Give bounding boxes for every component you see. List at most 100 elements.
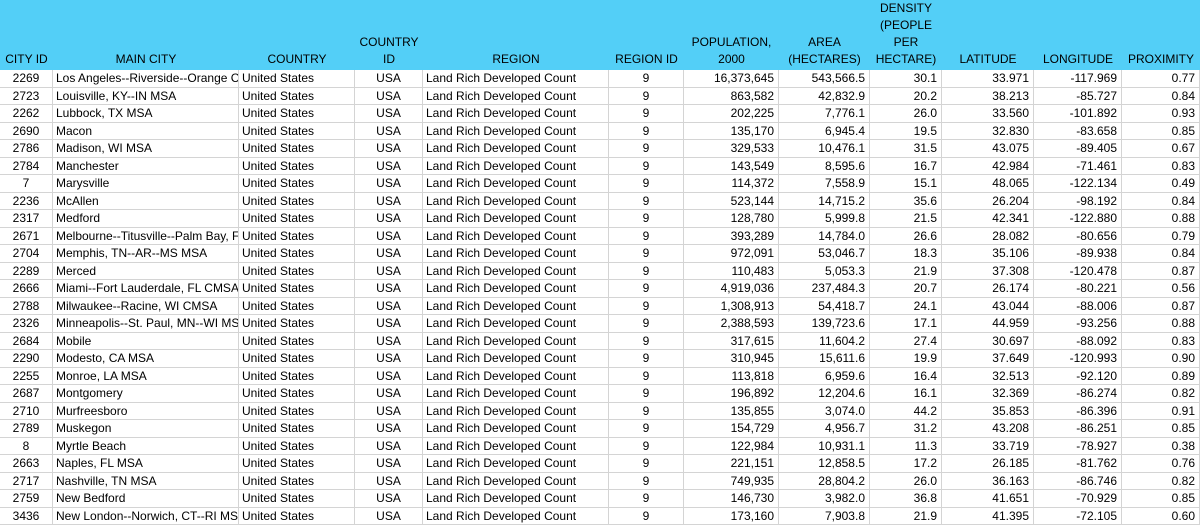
- cell-area[interactable]: 14,784.0: [779, 228, 870, 246]
- cell-density[interactable]: 36.8: [870, 490, 942, 508]
- cell-main-city[interactable]: Miami--Fort Lauderdale, FL CMSA: [53, 280, 239, 298]
- cell-country[interactable]: United States: [239, 70, 355, 88]
- cell-population[interactable]: 135,855: [684, 403, 779, 421]
- cell-population[interactable]: 863,582: [684, 88, 779, 106]
- cell-country[interactable]: United States: [239, 473, 355, 491]
- cell-country-id[interactable]: USA: [355, 280, 423, 298]
- cell-region[interactable]: Land Rich Developed Count: [423, 210, 609, 228]
- cell-density[interactable]: 18.3: [870, 245, 942, 263]
- cell-country-id[interactable]: USA: [355, 350, 423, 368]
- cell-country[interactable]: United States: [239, 350, 355, 368]
- cell-proximity[interactable]: 0.84: [1122, 245, 1200, 263]
- cell-main-city[interactable]: Naples, FL MSA: [53, 455, 239, 473]
- cell-region[interactable]: Land Rich Developed Count: [423, 385, 609, 403]
- cell-area[interactable]: 7,776.1: [779, 105, 870, 123]
- cell-area[interactable]: 14,715.2: [779, 193, 870, 211]
- cell-longitude[interactable]: -120.478: [1034, 263, 1122, 281]
- cell-region-id[interactable]: 9: [609, 385, 684, 403]
- cell-area[interactable]: 4,956.7: [779, 420, 870, 438]
- cell-density[interactable]: 15.1: [870, 175, 942, 193]
- cell-main-city[interactable]: Marysville: [53, 175, 239, 193]
- cell-main-city[interactable]: Macon: [53, 123, 239, 141]
- cell-city-id[interactable]: 7: [0, 175, 53, 193]
- cell-city-id[interactable]: 2690: [0, 123, 53, 141]
- cell-region[interactable]: Land Rich Developed Count: [423, 228, 609, 246]
- cell-density[interactable]: 35.6: [870, 193, 942, 211]
- cell-country-id[interactable]: USA: [355, 193, 423, 211]
- cell-country-id[interactable]: USA: [355, 105, 423, 123]
- cell-country[interactable]: United States: [239, 298, 355, 316]
- cell-population[interactable]: 154,729: [684, 420, 779, 438]
- cell-country[interactable]: United States: [239, 140, 355, 158]
- cell-area[interactable]: 10,931.1: [779, 438, 870, 456]
- cell-latitude[interactable]: 30.697: [942, 333, 1034, 351]
- cell-longitude[interactable]: -98.192: [1034, 193, 1122, 211]
- cell-country[interactable]: United States: [239, 438, 355, 456]
- cell-proximity[interactable]: 0.82: [1122, 385, 1200, 403]
- cell-population[interactable]: 329,533: [684, 140, 779, 158]
- cell-area[interactable]: 12,204.6: [779, 385, 870, 403]
- cell-city-id[interactable]: 2710: [0, 403, 53, 421]
- cell-main-city[interactable]: Merced: [53, 263, 239, 281]
- cell-population[interactable]: 146,730: [684, 490, 779, 508]
- cell-region-id[interactable]: 9: [609, 298, 684, 316]
- cell-city-id[interactable]: 2671: [0, 228, 53, 246]
- cell-density[interactable]: 26.6: [870, 228, 942, 246]
- cell-country-id[interactable]: USA: [355, 123, 423, 141]
- cell-proximity[interactable]: 0.60: [1122, 508, 1200, 525]
- cell-proximity[interactable]: 0.87: [1122, 263, 1200, 281]
- cell-region[interactable]: Land Rich Developed Count: [423, 455, 609, 473]
- cell-longitude[interactable]: -89.405: [1034, 140, 1122, 158]
- cell-population[interactable]: 1,308,913: [684, 298, 779, 316]
- cell-region[interactable]: Land Rich Developed Count: [423, 420, 609, 438]
- column-header-area[interactable]: AREA(HECTARES): [779, 0, 870, 70]
- cell-region-id[interactable]: 9: [609, 140, 684, 158]
- cell-main-city[interactable]: McAllen: [53, 193, 239, 211]
- cell-region[interactable]: Land Rich Developed Count: [423, 158, 609, 176]
- cell-latitude[interactable]: 41.651: [942, 490, 1034, 508]
- cell-latitude[interactable]: 43.075: [942, 140, 1034, 158]
- column-header-region[interactable]: REGION: [423, 0, 609, 70]
- cell-country-id[interactable]: USA: [355, 420, 423, 438]
- cell-longitude[interactable]: -88.092: [1034, 333, 1122, 351]
- cell-country[interactable]: United States: [239, 263, 355, 281]
- cell-population[interactable]: 110,483: [684, 263, 779, 281]
- cell-population[interactable]: 128,780: [684, 210, 779, 228]
- cell-country[interactable]: United States: [239, 158, 355, 176]
- cell-region[interactable]: Land Rich Developed Count: [423, 263, 609, 281]
- cell-area[interactable]: 11,604.2: [779, 333, 870, 351]
- cell-area[interactable]: 10,476.1: [779, 140, 870, 158]
- cell-longitude[interactable]: -80.221: [1034, 280, 1122, 298]
- cell-latitude[interactable]: 37.649: [942, 350, 1034, 368]
- cell-area[interactable]: 5,999.8: [779, 210, 870, 228]
- cell-longitude[interactable]: -86.746: [1034, 473, 1122, 491]
- cell-longitude[interactable]: -86.396: [1034, 403, 1122, 421]
- cell-population[interactable]: 749,935: [684, 473, 779, 491]
- cell-area[interactable]: 6,959.6: [779, 368, 870, 386]
- cell-latitude[interactable]: 48.065: [942, 175, 1034, 193]
- cell-density[interactable]: 27.4: [870, 333, 942, 351]
- cell-city-id[interactable]: 2289: [0, 263, 53, 281]
- cell-longitude[interactable]: -81.762: [1034, 455, 1122, 473]
- cell-city-id[interactable]: 2269: [0, 70, 53, 88]
- cell-country-id[interactable]: USA: [355, 140, 423, 158]
- cell-main-city[interactable]: New London--Norwich, CT--RI MSA: [53, 508, 239, 525]
- cell-country-id[interactable]: USA: [355, 403, 423, 421]
- cell-country[interactable]: United States: [239, 368, 355, 386]
- cell-region-id[interactable]: 9: [609, 350, 684, 368]
- cell-country-id[interactable]: USA: [355, 490, 423, 508]
- cell-country[interactable]: United States: [239, 193, 355, 211]
- cell-latitude[interactable]: 36.163: [942, 473, 1034, 491]
- cell-latitude[interactable]: 37.308: [942, 263, 1034, 281]
- cell-city-id[interactable]: 2759: [0, 490, 53, 508]
- cell-longitude[interactable]: -93.256: [1034, 315, 1122, 333]
- cell-main-city[interactable]: Los Angeles--Riverside--Orange County: [53, 70, 239, 88]
- cell-region[interactable]: Land Rich Developed Count: [423, 70, 609, 88]
- cell-region-id[interactable]: 9: [609, 263, 684, 281]
- cell-region-id[interactable]: 9: [609, 473, 684, 491]
- cell-area[interactable]: 139,723.6: [779, 315, 870, 333]
- cell-region-id[interactable]: 9: [609, 333, 684, 351]
- cell-density[interactable]: 20.7: [870, 280, 942, 298]
- cell-proximity[interactable]: 0.85: [1122, 490, 1200, 508]
- cell-population[interactable]: 135,170: [684, 123, 779, 141]
